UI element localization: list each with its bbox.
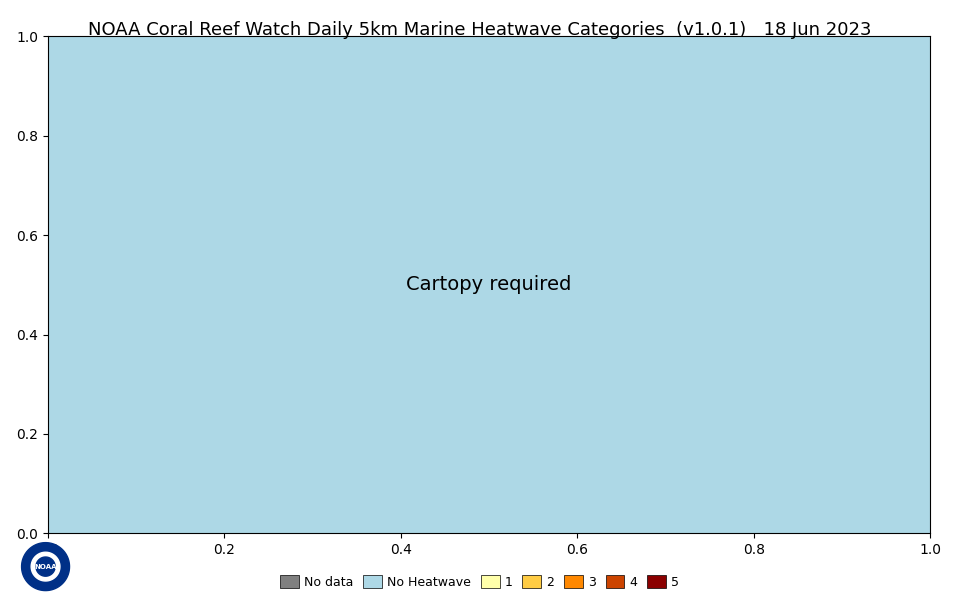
Polygon shape bbox=[22, 542, 69, 591]
Text: NOAA Coral Reef Watch Daily 5km Marine Heatwave Categories  (v1.0.1)   18 Jun 20: NOAA Coral Reef Watch Daily 5km Marine H… bbox=[88, 21, 871, 39]
Polygon shape bbox=[32, 552, 59, 581]
Polygon shape bbox=[36, 557, 56, 576]
Legend: No data, No Heatwave, 1, 2, 3, 4, 5: No data, No Heatwave, 1, 2, 3, 4, 5 bbox=[275, 570, 684, 594]
Text: NOAA: NOAA bbox=[35, 564, 57, 570]
Text: Cartopy required: Cartopy required bbox=[407, 275, 572, 295]
